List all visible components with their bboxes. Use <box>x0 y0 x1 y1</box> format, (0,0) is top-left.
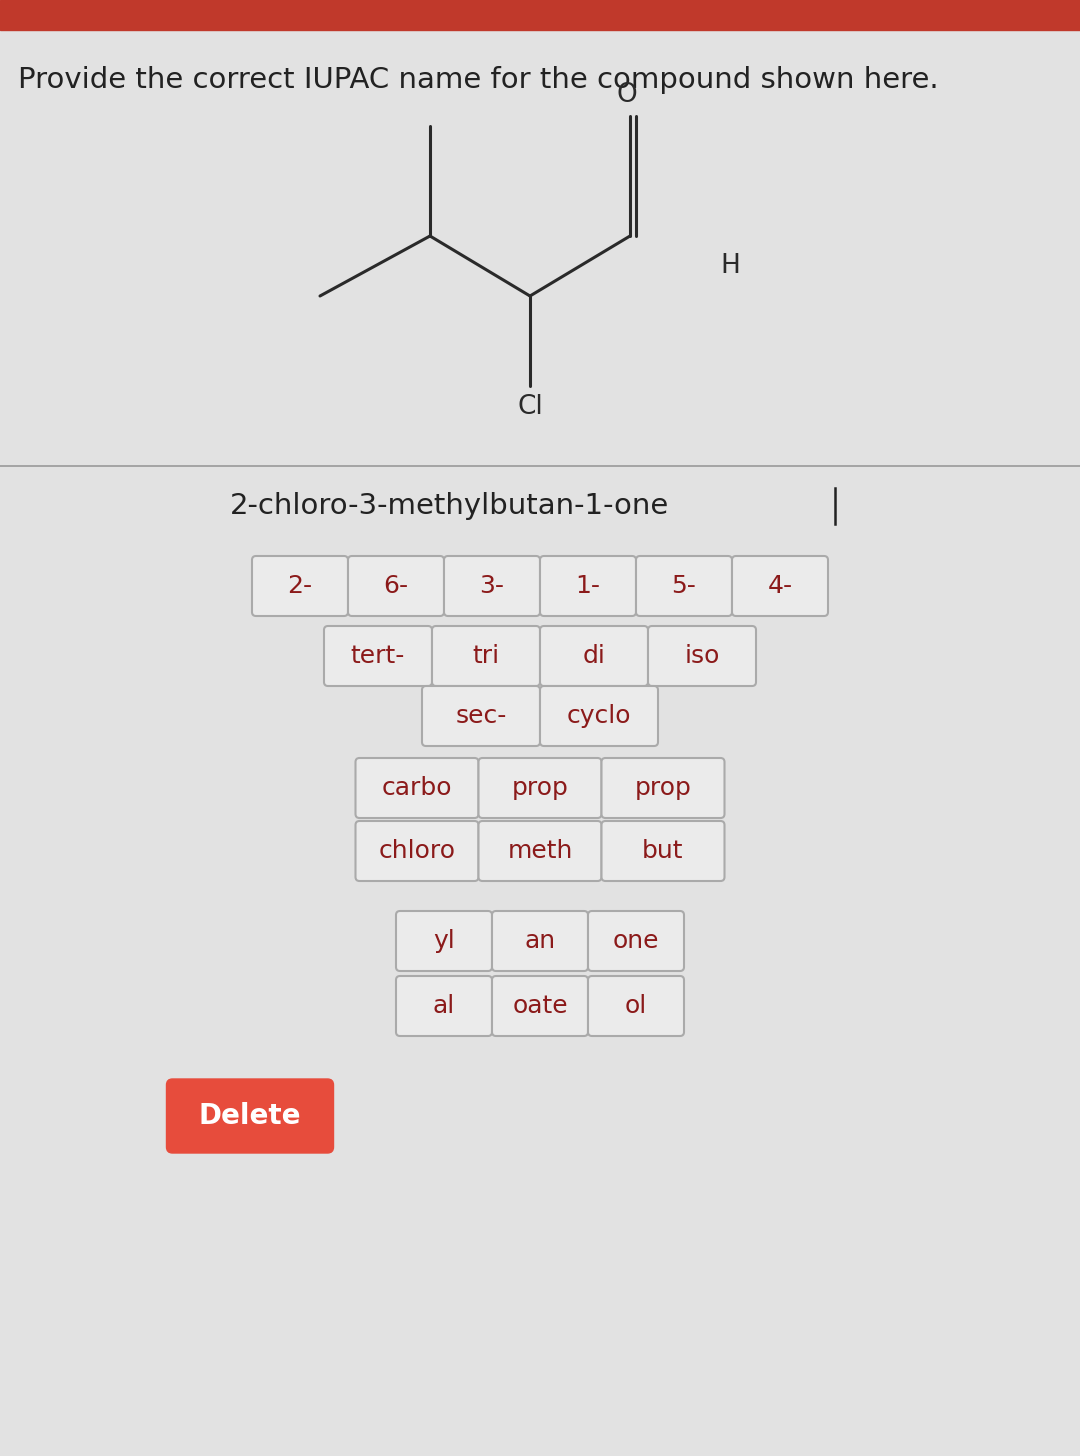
Text: di: di <box>582 644 606 668</box>
Text: an: an <box>525 929 555 954</box>
Text: sec-: sec- <box>456 705 507 728</box>
Text: but: but <box>643 839 684 863</box>
FancyBboxPatch shape <box>492 911 588 971</box>
Text: chloro: chloro <box>378 839 456 863</box>
FancyBboxPatch shape <box>732 556 828 616</box>
FancyBboxPatch shape <box>252 556 348 616</box>
Text: carbo: carbo <box>381 776 453 799</box>
FancyBboxPatch shape <box>166 1079 334 1153</box>
FancyBboxPatch shape <box>324 626 432 686</box>
FancyBboxPatch shape <box>432 626 540 686</box>
FancyBboxPatch shape <box>492 976 588 1037</box>
Text: 4-: 4- <box>768 574 793 598</box>
Text: O: O <box>617 82 637 108</box>
Text: prop: prop <box>635 776 691 799</box>
Text: 1-: 1- <box>576 574 600 598</box>
Text: meth: meth <box>508 839 572 863</box>
FancyBboxPatch shape <box>602 821 725 881</box>
Text: oate: oate <box>512 994 568 1018</box>
Text: 5-: 5- <box>672 574 697 598</box>
FancyBboxPatch shape <box>540 686 658 745</box>
FancyBboxPatch shape <box>396 911 492 971</box>
Text: ol: ol <box>625 994 647 1018</box>
FancyBboxPatch shape <box>444 556 540 616</box>
Text: cyclo: cyclo <box>567 705 631 728</box>
FancyBboxPatch shape <box>396 976 492 1037</box>
FancyBboxPatch shape <box>422 686 540 745</box>
FancyBboxPatch shape <box>588 911 684 971</box>
Text: Delete: Delete <box>199 1102 301 1130</box>
FancyBboxPatch shape <box>355 821 478 881</box>
Text: 2-chloro-3-methylbutan-1-one: 2-chloro-3-methylbutan-1-one <box>230 492 670 520</box>
FancyBboxPatch shape <box>636 556 732 616</box>
Text: Cl: Cl <box>517 395 543 419</box>
FancyBboxPatch shape <box>540 556 636 616</box>
Text: 6-: 6- <box>383 574 408 598</box>
FancyBboxPatch shape <box>602 759 725 818</box>
FancyBboxPatch shape <box>478 759 602 818</box>
Text: 3-: 3- <box>480 574 504 598</box>
FancyBboxPatch shape <box>478 821 602 881</box>
Text: H: H <box>720 253 740 280</box>
Text: iso: iso <box>685 644 719 668</box>
FancyBboxPatch shape <box>355 759 478 818</box>
Bar <box>0 0 1080 31</box>
FancyBboxPatch shape <box>588 976 684 1037</box>
Text: tri: tri <box>472 644 500 668</box>
Text: Provide the correct IUPAC name for the compound shown here.: Provide the correct IUPAC name for the c… <box>18 66 939 95</box>
Text: al: al <box>433 994 455 1018</box>
FancyBboxPatch shape <box>540 626 648 686</box>
FancyBboxPatch shape <box>348 556 444 616</box>
Text: prop: prop <box>512 776 568 799</box>
Text: yl: yl <box>433 929 455 954</box>
Text: one: one <box>612 929 659 954</box>
Text: tert-: tert- <box>351 644 405 668</box>
Text: 2-: 2- <box>287 574 312 598</box>
FancyBboxPatch shape <box>648 626 756 686</box>
